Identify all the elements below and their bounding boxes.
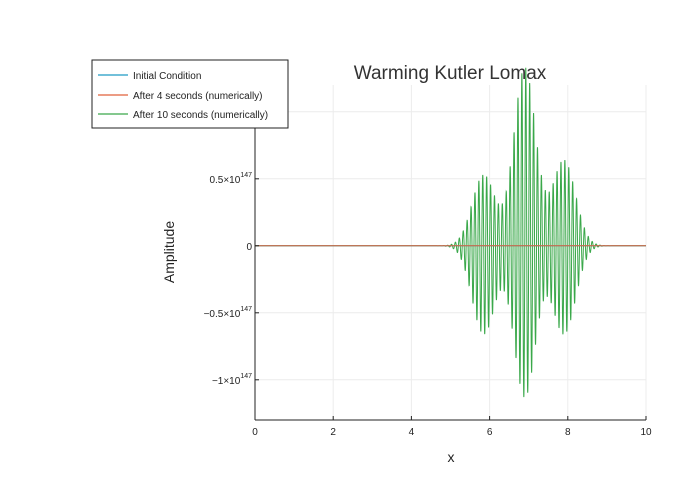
legend: Initial Condition After 4 seconds (numer… [91, 59, 289, 129]
y-axis-label: Amplitude [161, 221, 177, 283]
y-tick-label: −1×10147 [212, 373, 252, 387]
x-tick-label: 0 [252, 427, 258, 438]
legend-label-10s: After 10 seconds (numerically) [133, 110, 268, 121]
legend-box [91, 59, 289, 129]
x-axis-label: x [448, 449, 455, 465]
legend-label-4s: After 4 seconds (numerically) [133, 91, 263, 102]
x-tick-label: 8 [565, 427, 571, 438]
series-line-10s [255, 67, 646, 398]
x-ticks: 0 2 4 6 8 10 [252, 416, 652, 438]
x-tick-label: 4 [409, 427, 415, 438]
x-tick-label: 10 [640, 427, 652, 438]
y-tick-label: 0.5×10147 [209, 172, 252, 186]
y-tick-label: −0.5×10147 [204, 306, 253, 320]
chart-title: Warming Kutler Lomax [354, 63, 547, 84]
x-tick-label: 6 [487, 427, 493, 438]
axes [254, 85, 646, 421]
y-tick-label: 0 [246, 242, 252, 253]
series-lines [255, 67, 646, 398]
x-tick-label: 2 [330, 427, 336, 438]
legend-label-initial: Initial Condition [133, 71, 201, 82]
